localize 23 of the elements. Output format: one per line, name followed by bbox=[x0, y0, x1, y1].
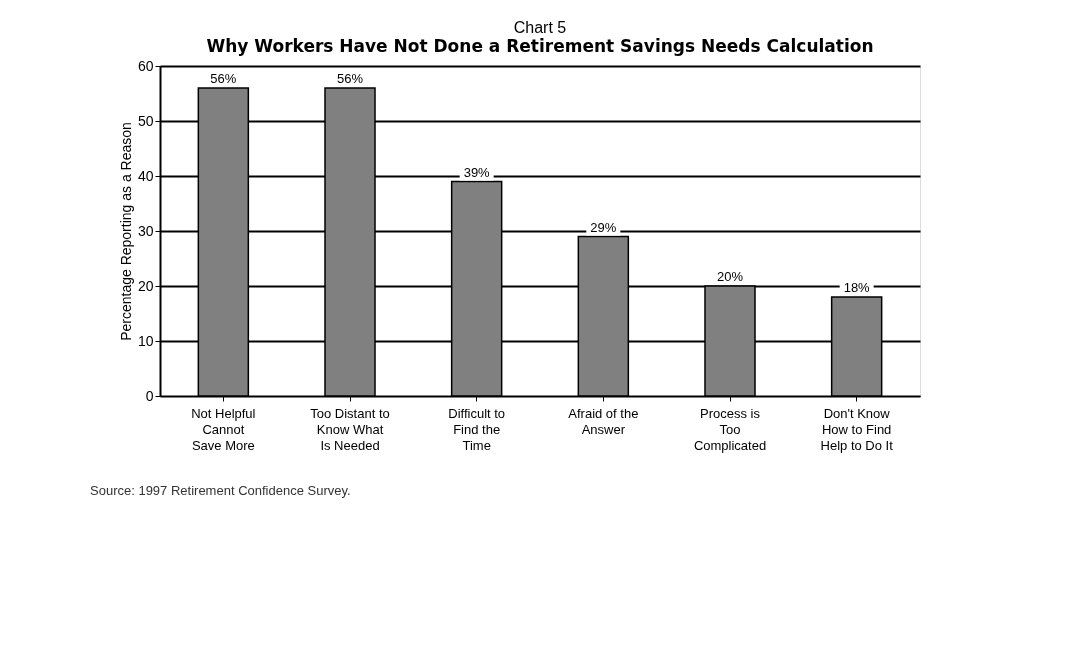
source-note: Source: 1997 Retirement Confidence Survey. bbox=[90, 483, 351, 498]
x-tick-label: Too Distant to Know What Is Needed bbox=[310, 405, 390, 453]
data-label: 18% bbox=[843, 280, 871, 295]
y-tick-label: 60 bbox=[137, 57, 154, 74]
x-tick-label: Process is Too Complicated bbox=[693, 405, 767, 453]
x-tick-label: Afraid of the Answer bbox=[568, 405, 639, 437]
y-tick-label: 50 bbox=[137, 112, 154, 129]
data-label: 29% bbox=[590, 219, 617, 235]
x-tick-label: Not Helpful Cannot Save More bbox=[191, 405, 256, 453]
y-tick-label: 10 bbox=[137, 332, 154, 349]
x-tick-label: Don't Know How to Find Help to Do It bbox=[820, 405, 894, 453]
data-label: 39% bbox=[463, 164, 491, 180]
y-tick-label: 0 bbox=[145, 387, 154, 404]
x-tick-label: Difficult to Find the Time bbox=[448, 405, 506, 453]
y-tick-label: 40 bbox=[137, 167, 154, 184]
data-label: 56% bbox=[336, 71, 364, 86]
data-label: 20% bbox=[716, 269, 744, 284]
y-tick-label: 20 bbox=[137, 277, 154, 294]
data-label: 56% bbox=[210, 71, 237, 86]
y-tick-label: 30 bbox=[137, 222, 154, 239]
y-axis-title: Percentage Reporting as a Reason bbox=[117, 122, 134, 341]
chart-subtitle: Why Workers Have Not Done a Retirement Savings Needs Calculation bbox=[206, 36, 874, 56]
chart-title: Chart 5 bbox=[513, 19, 567, 36]
